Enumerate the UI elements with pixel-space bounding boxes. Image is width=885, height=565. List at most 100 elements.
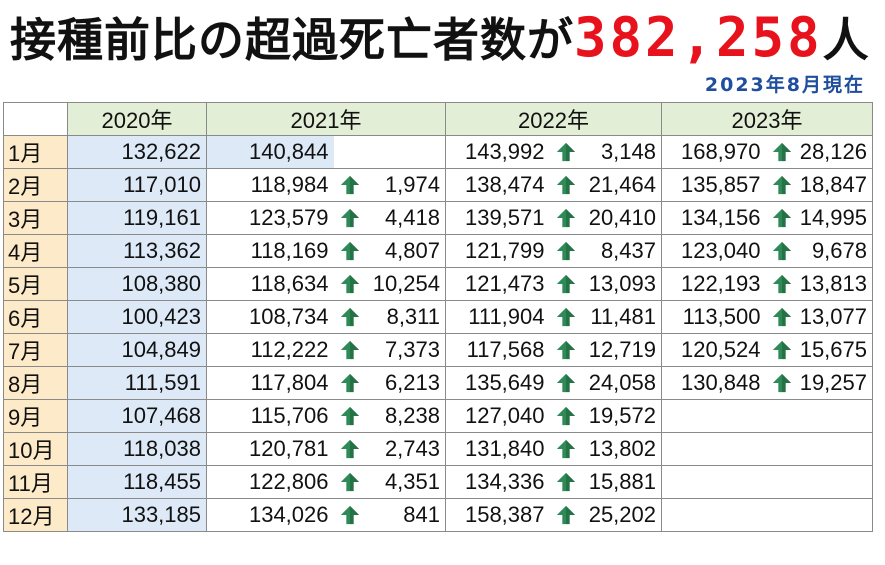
diff-cell-2021: 8,311 — [333, 300, 446, 334]
diff-value-2021: 8,238 — [384, 403, 440, 428]
month-label: 8月 — [3, 366, 68, 400]
value-2022: 158,387 — [445, 498, 550, 532]
diff-cell-2022: 19,572 — [549, 399, 662, 433]
title-excess-deaths-total: 382,258 — [574, 6, 823, 69]
diff-cell-2023 — [765, 399, 873, 433]
diff-value-2021: 841 — [403, 502, 440, 527]
diff-cell-2022: 8,437 — [549, 234, 662, 268]
month-label: 9月 — [3, 399, 68, 433]
up-arrow-icon — [339, 207, 361, 229]
header-2021: 2021年 — [206, 102, 446, 136]
value-2023 — [661, 465, 766, 499]
up-arrow-icon — [771, 372, 793, 394]
value-2022: 134,336 — [445, 465, 550, 499]
month-label: 10月 — [3, 432, 68, 466]
value-2022: 121,799 — [445, 234, 550, 268]
value-2020: 132,622 — [67, 135, 207, 169]
month-label: 6月 — [3, 300, 68, 334]
value-2021: 122,806 — [206, 465, 334, 499]
diff-cell-2022: 15,881 — [549, 465, 662, 499]
diff-cell-2021 — [333, 135, 446, 169]
diff-value-2022: 13,802 — [588, 436, 656, 461]
value-2023: 135,857 — [661, 168, 766, 202]
up-arrow-icon — [339, 504, 361, 526]
table-row: 12月 133,185 134,026 841 158,387 25,202 — [3, 498, 873, 532]
up-arrow-icon — [555, 141, 577, 163]
up-arrow-icon — [339, 174, 361, 196]
up-arrow-icon — [555, 438, 577, 460]
up-arrow-icon — [771, 240, 793, 262]
diff-cell-2023 — [765, 465, 873, 499]
up-arrow-icon — [555, 471, 577, 493]
up-arrow-icon — [555, 405, 577, 427]
value-2020: 118,455 — [67, 465, 207, 499]
diff-cell-2022: 20,410 — [549, 201, 662, 235]
header-2023: 2023年 — [661, 102, 873, 136]
up-arrow-icon — [771, 141, 793, 163]
diff-value-2022: 8,437 — [600, 238, 656, 263]
diff-cell-2021: 4,418 — [333, 201, 446, 235]
up-arrow-icon — [339, 306, 361, 328]
diff-value-2022: 13,093 — [588, 271, 656, 296]
diff-value-2023: 13,813 — [799, 271, 867, 296]
page-title: 接種前比の超過死亡者数が 382,258 人 — [10, 4, 869, 69]
diff-value-2021: 7,373 — [384, 337, 440, 362]
month-label: 3月 — [3, 201, 68, 235]
diff-value-2022: 19,572 — [588, 403, 656, 428]
value-2021: 140,844 — [206, 135, 334, 169]
up-arrow-icon — [339, 240, 361, 262]
diff-value-2022: 12,719 — [588, 337, 656, 362]
diff-cell-2021: 10,254 — [333, 267, 446, 301]
value-2021: 115,706 — [206, 399, 334, 433]
table-row: 8月 111,591 117,804 6,213 135,649 24,058 130,84… — [3, 366, 873, 400]
up-arrow-icon — [555, 240, 577, 262]
diff-value-2021: 2,743 — [384, 436, 440, 461]
value-2020: 104,849 — [67, 333, 207, 367]
header-corner — [3, 102, 68, 136]
diff-value-2023: 18,847 — [799, 172, 867, 197]
value-2020: 108,380 — [67, 267, 207, 301]
as-of-date: 2023年8月現在 — [704, 74, 865, 96]
up-arrow-icon — [339, 471, 361, 493]
table-row: 10月 118,038 120,781 2,743 131,840 13,802 — [3, 432, 873, 466]
month-label: 4月 — [3, 234, 68, 268]
diff-cell-2022: 3,148 — [549, 135, 662, 169]
table-body: 1月 132,622 140,844 143,992 3,148 168,970 28,12… — [3, 135, 873, 532]
up-arrow-icon — [339, 405, 361, 427]
value-2023: 113,500 — [661, 300, 766, 334]
up-arrow-icon — [555, 504, 577, 526]
diff-cell-2022: 13,802 — [549, 432, 662, 466]
diff-cell-2021: 4,351 — [333, 465, 446, 499]
table-row: 4月 113,362 118,169 4,807 121,799 8,437 123,040… — [3, 234, 873, 268]
diff-value-2022: 3,148 — [600, 139, 656, 164]
header-2022: 2022年 — [445, 102, 662, 136]
table-row: 3月 119,161 123,579 4,418 139,571 20,410 134,15… — [3, 201, 873, 235]
value-2022: 117,568 — [445, 333, 550, 367]
value-2021: 117,804 — [206, 366, 334, 400]
value-2020: 117,010 — [67, 168, 207, 202]
value-2022: 143,992 — [445, 135, 550, 169]
value-2022: 127,040 — [445, 399, 550, 433]
up-arrow-icon — [555, 306, 577, 328]
month-label: 2月 — [3, 168, 68, 202]
table-row: 11月 118,455 122,806 4,351 134,336 15,881 — [3, 465, 873, 499]
table-row: 2月 117,010 118,984 1,974 138,474 21,464 135,85… — [3, 168, 873, 202]
diff-cell-2023: 13,813 — [765, 267, 873, 301]
up-arrow-icon — [339, 372, 361, 394]
diff-cell-2021: 6,213 — [333, 366, 446, 400]
value-2020: 133,185 — [67, 498, 207, 532]
value-2023 — [661, 498, 766, 532]
diff-cell-2023 — [765, 498, 873, 532]
value-2022: 111,904 — [445, 300, 550, 334]
value-2020: 113,362 — [67, 234, 207, 268]
value-2023 — [661, 432, 766, 466]
diff-cell-2023: 28,126 — [765, 135, 873, 169]
diff-cell-2021: 841 — [333, 498, 446, 532]
diff-value-2021: 4,418 — [384, 205, 440, 230]
up-arrow-icon — [555, 207, 577, 229]
up-arrow-icon — [555, 339, 577, 361]
table-header-row: 2020年 2021年 2022年 2023年 — [3, 102, 873, 136]
value-2022: 138,474 — [445, 168, 550, 202]
diff-cell-2022: 11,481 — [549, 300, 662, 334]
diff-value-2023: 15,675 — [799, 337, 867, 362]
